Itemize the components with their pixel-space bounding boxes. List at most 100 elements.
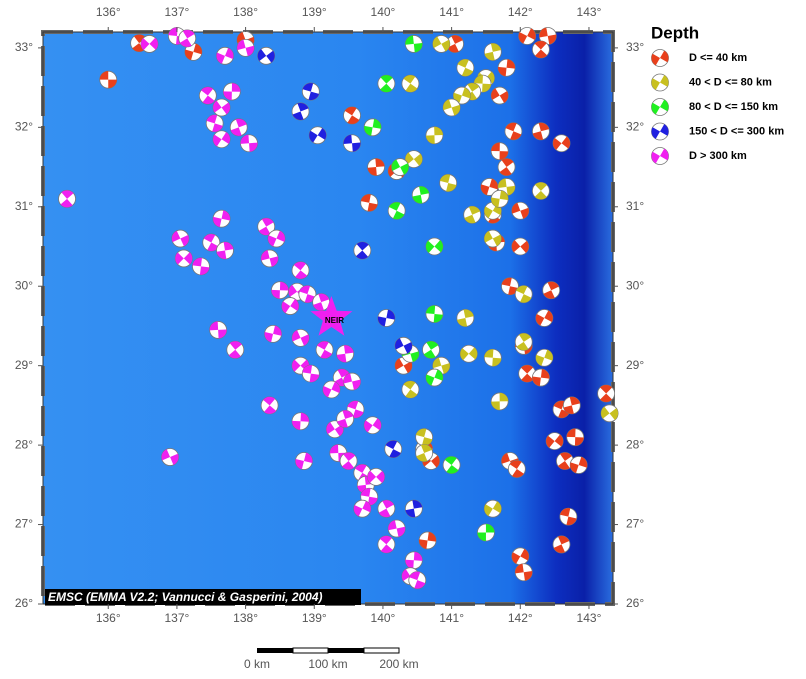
x-tick-label: 137° [165,5,190,19]
beachball-quadrants [216,242,234,259]
focal-mechanism [569,456,588,474]
focal-mechanism [531,368,550,387]
x-tick-label: 136° [96,611,121,625]
beachball-quadrants [477,524,495,541]
focal-mechanism [212,130,231,149]
beachball-quadrants [484,231,502,247]
beachball-quadrants [409,571,426,589]
focal-mechanism [257,46,276,65]
focal-mechanism [483,499,502,518]
beachball-quadrants [344,106,360,124]
beachball-quadrants [484,349,502,367]
focal-mechanism [229,118,248,137]
focal-mechanism [174,249,193,268]
focal-mechanism [298,285,317,304]
legend-label: D > 300 km [689,150,747,162]
beachball-quadrants [360,194,378,212]
beachball-quadrants [534,182,548,200]
focal-mechanism [336,409,355,428]
beachball-quadrants [491,88,509,103]
y-tick-label: 27° [15,517,33,531]
legend-symbol [651,98,669,116]
focal-mechanism [535,348,554,367]
focal-mechanism [477,523,495,542]
focal-mechanism [377,535,396,554]
beachball-quadrants [416,444,433,462]
focal-mechanism [504,122,523,141]
focal-mechanism [404,551,423,570]
beachball-quadrants [161,449,179,465]
focal-mechanism [559,507,578,526]
focal-mechanism [178,29,197,48]
beachball-quadrants [240,134,258,152]
beachball-quadrants [360,488,378,506]
focal-mechanism [497,58,516,77]
beachball-quadrants [563,396,581,414]
beachball-quadrants [491,142,509,160]
focal-mechanism [453,86,471,105]
beachball-quadrants [353,500,371,517]
focal-mechanism [377,499,396,518]
beachball-quadrants [281,299,299,314]
beachball-quadrants [378,500,394,518]
beachball-quadrants [432,357,450,374]
beachball-quadrants [484,501,502,516]
beachball-quadrants [491,190,509,208]
legend-label: 80 < D <= 150 km [689,101,778,113]
focal-mechanism [531,181,550,200]
focal-mechanism [343,134,361,153]
focal-mechanism [391,158,410,176]
scale-segment [292,647,329,654]
beachball-quadrants [347,400,364,418]
beachball-quadrants [230,118,247,136]
beachball-quadrants [601,406,619,421]
beachball-quadrants [535,349,553,366]
beachball-quadrants [343,373,361,390]
focal-mechanism [401,380,420,399]
beachball-quadrants [425,369,443,386]
focal-mechanism [315,340,334,359]
beachball-quadrants [171,230,189,247]
beachball-quadrants [60,190,74,208]
beachball-quadrants [343,134,361,152]
focal-mechanism [387,201,406,220]
focal-mechanism [542,281,561,300]
beachball-quadrants [553,136,570,150]
beachball-quadrants [415,428,433,446]
focal-mechanism [597,384,616,403]
focal-mechanism [404,499,423,518]
focal-mechanism [161,448,179,466]
beachball-quadrants [425,126,443,144]
legend-symbol [651,49,669,67]
focal-mechanism [291,328,310,347]
beachball-quadrants [515,563,533,581]
x-tick-label: 140° [371,5,396,19]
focal-mechanism [205,114,224,133]
focal-mechanism [267,229,286,248]
beachball-quadrants [317,341,333,359]
focal-mechanism [401,74,420,93]
focal-mechanism [442,456,461,474]
focal-mechanism [404,35,423,53]
focal-mechanism [483,348,502,367]
beachball-quadrants [389,202,405,220]
scale-segment [363,647,400,654]
focal-mechanism [511,237,530,256]
beachball-quadrants [412,186,430,204]
focal-mechanism [236,38,255,57]
focal-mechanism [463,205,482,224]
focal-mechanism [538,27,557,45]
beachball-quadrants [423,341,439,359]
y-tick-label: 33° [15,40,33,54]
focal-mechanism [264,324,282,343]
y-tick-label: 26° [15,596,33,610]
beachball-quadrants [419,532,437,549]
focal-mechanism [198,86,217,105]
beachball-quadrants [516,285,532,303]
focal-mechanism [140,35,159,53]
focal-mechanism [192,257,210,276]
focal-mechanism [490,86,509,105]
beachball-quadrants [268,230,285,247]
beachball-quadrants [532,122,550,140]
